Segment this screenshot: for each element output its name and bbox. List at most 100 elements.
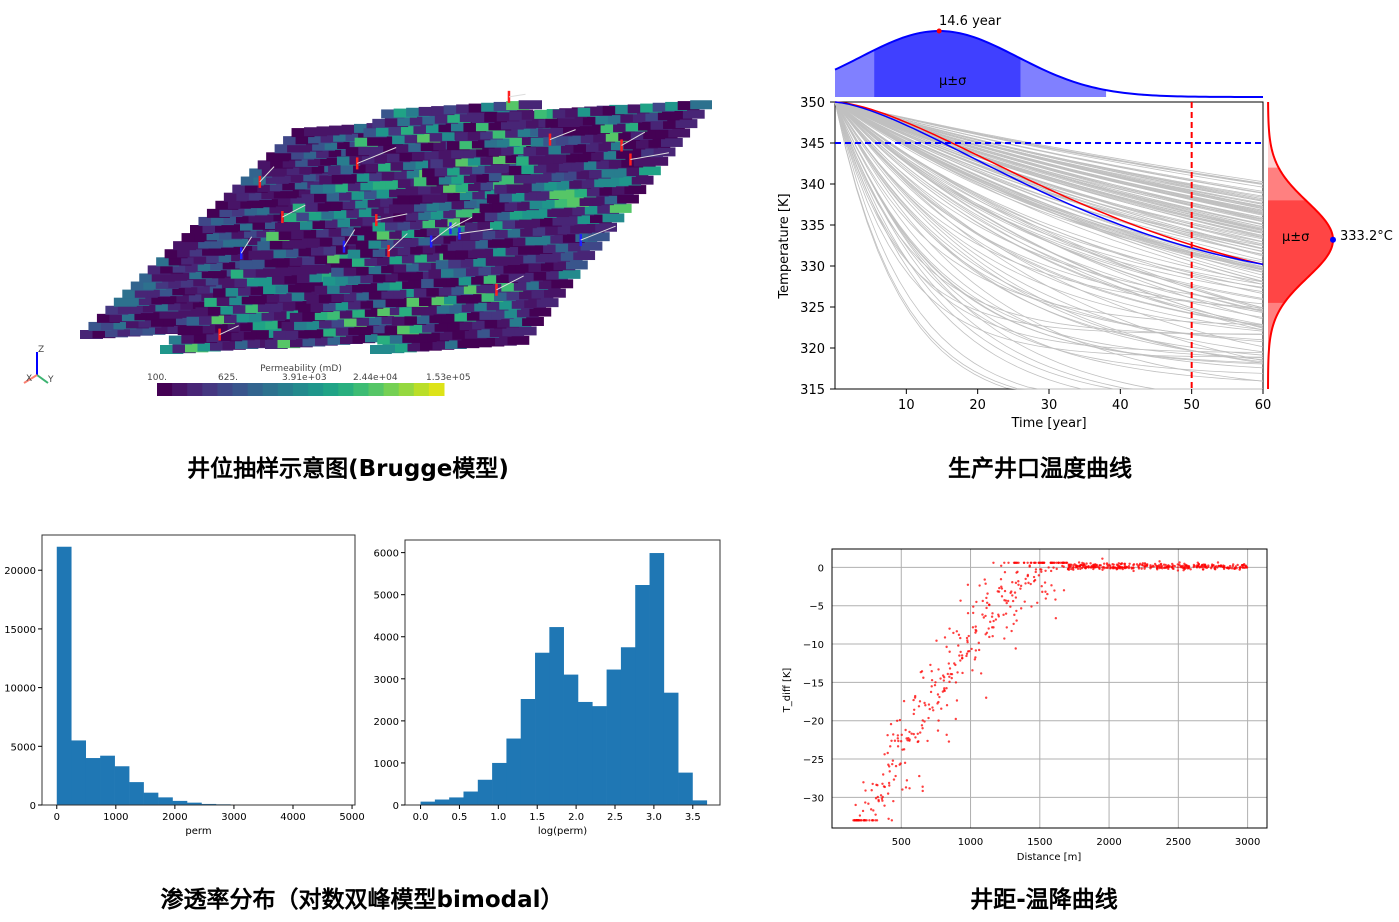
reservoir-cell	[189, 270, 213, 280]
scatter-point	[928, 707, 931, 711]
reservoir-cell	[451, 174, 475, 184]
scatter-point	[936, 702, 939, 705]
histogram-bar	[449, 797, 464, 805]
reservoir-cell	[563, 126, 585, 136]
reservoir-cell	[326, 192, 350, 202]
scatter-point	[1121, 566, 1124, 569]
scatter-point	[1012, 622, 1015, 626]
scatter-point	[948, 627, 951, 630]
scatter-point	[1200, 563, 1204, 567]
reservoir-cell	[486, 194, 509, 204]
scatter-point	[1070, 567, 1073, 571]
scatter-point	[883, 804, 886, 807]
reservoir-cell	[238, 286, 262, 296]
scatter-point	[867, 802, 870, 805]
reservoir-cell	[275, 222, 299, 232]
reservoir-cell	[248, 191, 272, 201]
reservoir-cell	[185, 262, 209, 272]
reservoir-cell	[201, 269, 225, 279]
reservoir-cell	[181, 334, 205, 344]
scatter-point	[957, 633, 961, 636]
reservoir-cell	[231, 331, 255, 341]
scatter-point	[1024, 582, 1027, 585]
reservoir-cell	[248, 250, 272, 260]
reservoir-cell	[611, 185, 634, 195]
scatter-point	[1219, 564, 1222, 568]
reservoir-cell	[287, 143, 311, 153]
scatter-point	[1019, 587, 1022, 590]
reservoir-cell	[470, 338, 492, 348]
scatter-point	[892, 778, 896, 781]
reservoir-cell	[414, 253, 438, 263]
scatter-point	[864, 801, 867, 804]
reservoir-cell	[513, 119, 537, 129]
reservoir-cell	[190, 225, 213, 234]
reservoir-cell	[348, 300, 371, 310]
scatter-point	[1159, 563, 1162, 566]
reservoir-cell	[96, 313, 120, 323]
reservoir-cell	[500, 238, 523, 248]
reservoir-cell	[185, 240, 209, 250]
reservoir-cell	[435, 243, 458, 253]
y-tick-label: 15000	[4, 625, 36, 636]
reservoir-cell	[553, 154, 576, 164]
scatter-point	[1189, 568, 1192, 571]
well-connection	[356, 147, 397, 164]
reservoir-cell	[384, 118, 409, 128]
reservoir-cell	[570, 224, 592, 234]
reservoir-cell	[418, 106, 442, 116]
scatter-point	[1089, 562, 1092, 565]
reservoir-cell	[501, 282, 524, 292]
reservoir-cell	[252, 220, 276, 230]
reservoir-cell	[268, 267, 292, 277]
scatter-point	[967, 634, 970, 638]
reservoir-cell	[269, 240, 294, 250]
well-connection	[388, 233, 408, 252]
reservoir-cell	[490, 265, 513, 275]
reservoir-cell	[160, 345, 184, 354]
histogram-bar	[477, 779, 493, 805]
scatter-point	[1176, 563, 1179, 566]
reservoir-cell	[450, 122, 475, 132]
scatter-point	[868, 819, 871, 822]
y-tick-label: 3000	[374, 675, 399, 686]
scatter-point	[1040, 570, 1043, 573]
reservoir-cell	[236, 191, 260, 201]
reservoir-cell	[185, 343, 209, 353]
well-connection	[376, 213, 408, 221]
perm-histogram: 0 1000 2000 3000 4000 5000 0 5000 10000 15000 2000…	[4, 534, 365, 837]
scatter-point	[865, 819, 868, 822]
reservoir-cell	[389, 188, 413, 198]
reservoir-cell	[670, 110, 693, 120]
scatter-point	[971, 626, 975, 629]
reservoir-cell	[211, 315, 235, 325]
scatter-point	[1138, 563, 1141, 567]
reservoir-cell	[249, 168, 273, 178]
reservoir-cell	[436, 304, 459, 314]
reservoir-cell	[410, 245, 433, 255]
scatter-point	[905, 737, 908, 740]
reservoir-cell	[266, 231, 290, 241]
reservoir-cell	[451, 285, 474, 295]
reservoir-cell	[501, 146, 524, 156]
reservoir-cell	[638, 121, 660, 131]
reservoir-cell	[593, 133, 616, 143]
reservoir-cell	[529, 307, 552, 317]
reservoir-cell	[155, 302, 179, 312]
reservoir-cell	[363, 128, 387, 138]
reservoir-cell	[443, 183, 466, 193]
scatter-point	[1044, 569, 1047, 572]
scatter-point	[1076, 567, 1080, 570]
reservoir-cell	[426, 201, 450, 211]
reservoir-cell	[307, 157, 331, 167]
reservoir-cell	[480, 181, 504, 191]
scatter-point	[1231, 564, 1234, 568]
x-tick-label: 2.0	[568, 812, 584, 823]
reservoir-cell	[121, 312, 145, 322]
scatter-point	[1040, 568, 1043, 571]
reservoir-cell	[589, 169, 611, 179]
reservoir-cell	[459, 113, 484, 123]
reservoir-cell	[227, 199, 251, 209]
reservoir-cell	[574, 188, 597, 198]
scatter-point	[1105, 562, 1109, 565]
